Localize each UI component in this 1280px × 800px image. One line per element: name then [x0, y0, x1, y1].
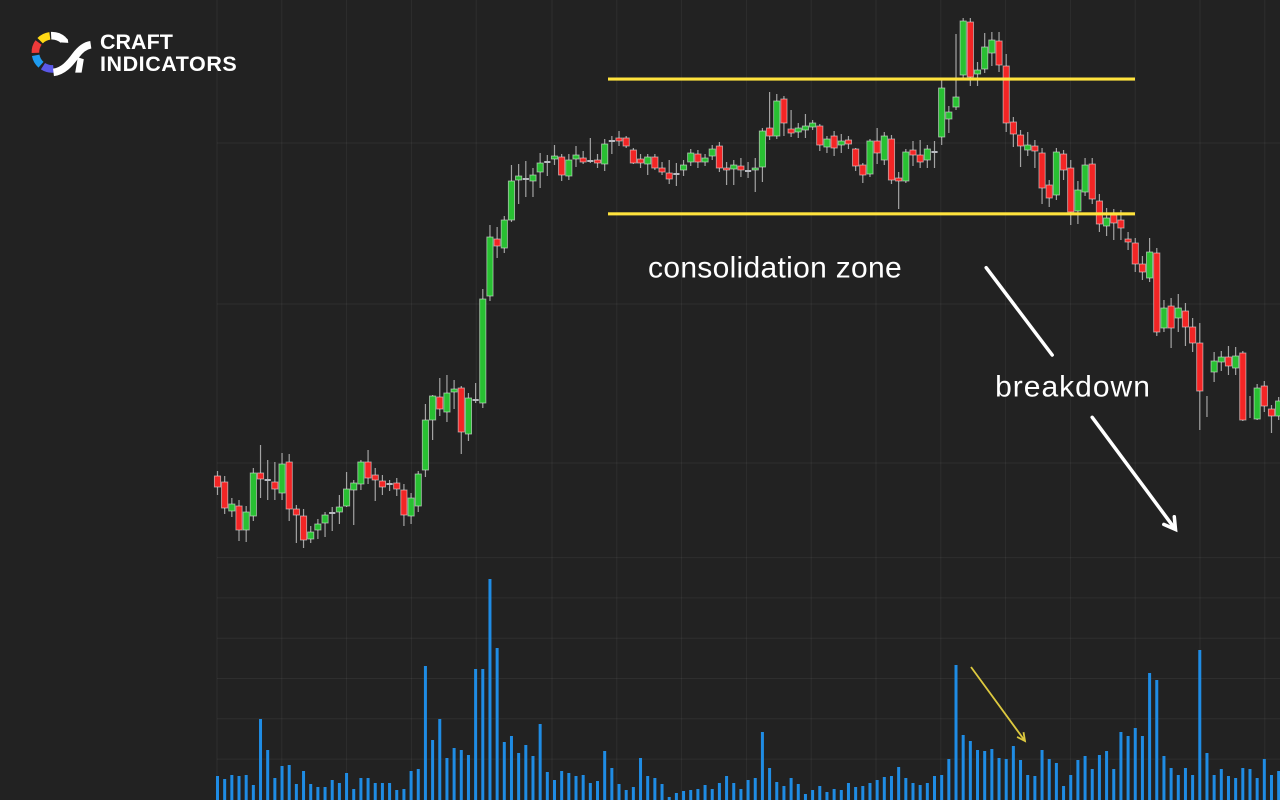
- svg-text:CRAFT: CRAFT: [100, 30, 173, 54]
- svg-text:breakdown: breakdown: [995, 371, 1151, 404]
- svg-text:INDICATORS: INDICATORS: [100, 52, 237, 76]
- svg-text:consolidation zone: consolidation zone: [648, 252, 902, 285]
